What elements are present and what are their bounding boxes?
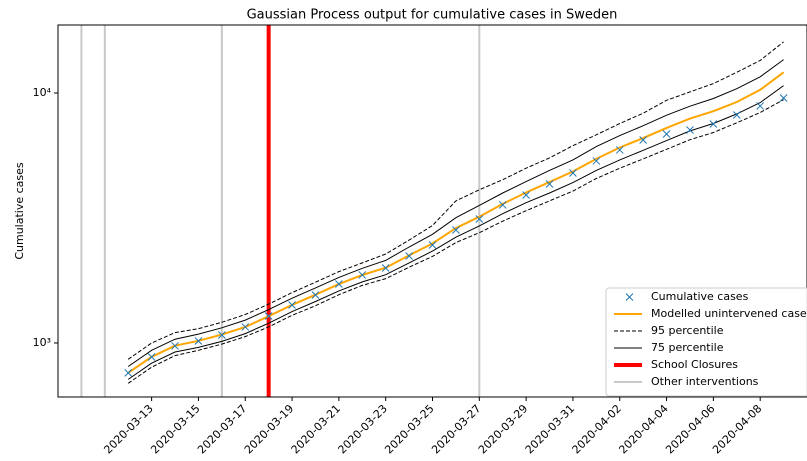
- data-point: [522, 191, 530, 199]
- x-tick-label: 2020-03-31: [523, 402, 577, 456]
- data-point: [217, 331, 226, 339]
- data-point: [288, 301, 296, 309]
- data-point: [779, 94, 788, 102]
- legend-label: School Closures: [651, 358, 738, 371]
- data-point: [147, 353, 156, 361]
- model-line: [127, 71, 785, 374]
- data-point: [569, 169, 577, 177]
- data-point: [732, 111, 741, 119]
- percentile-line: [127, 99, 784, 384]
- legend-box: [605, 287, 807, 397]
- percentile-line: [127, 59, 784, 367]
- data-point: [358, 271, 367, 279]
- x-tick-label: 2020-04-06: [663, 402, 717, 456]
- data-point: [171, 342, 179, 350]
- data-point: [264, 312, 273, 320]
- x-tick-label: 2020-03-27: [429, 402, 483, 456]
- percentile-line: [127, 41, 784, 360]
- data-point: [615, 146, 624, 154]
- data-point: [545, 180, 554, 188]
- x-tick-label: 2020-03-25: [382, 402, 436, 456]
- x-tick-label: 2020-04-04: [616, 402, 670, 456]
- legend-label: 95 percentile: [651, 324, 724, 337]
- legend-label: Modelled unintervened cases: [651, 307, 807, 320]
- legend: Cumulative cases Modelled unintervened ca…: [605, 287, 807, 397]
- data-point: [756, 102, 765, 110]
- data-point: [241, 323, 250, 331]
- percentile-line: [127, 85, 784, 380]
- plot-frame: [57, 24, 807, 398]
- legend-marker: [625, 293, 634, 301]
- data-point: [124, 369, 133, 377]
- data-point: [381, 264, 390, 272]
- data-point: [475, 215, 484, 223]
- x-tick-label: 2020-03-21: [289, 402, 343, 456]
- legend-label: 75 percentile: [651, 341, 724, 354]
- data-point: [592, 157, 601, 165]
- x-tick-label: 2020-03-15: [148, 402, 202, 456]
- y-tick-label: 10³: [33, 336, 51, 349]
- data-point: [639, 136, 648, 144]
- chart-title: Gaussian Process output for cumulative c…: [247, 8, 618, 23]
- legend-label: Cumulative cases: [651, 290, 749, 303]
- data-point: [335, 280, 343, 288]
- data-point: [662, 130, 671, 138]
- y-tick-label: 10⁴: [33, 86, 52, 99]
- x-tick-label: 2020-04-08: [710, 402, 764, 456]
- x-tick-label: 2020-04-02: [570, 402, 624, 456]
- data-point: [428, 241, 437, 249]
- x-tick-label: 2020-03-19: [242, 402, 296, 456]
- data-point: [194, 337, 203, 345]
- x-tick-label: 2020-03-17: [195, 402, 249, 456]
- x-tick-label: 2020-03-23: [336, 402, 390, 456]
- y-axis-label: Cumulative cases: [13, 162, 26, 260]
- x-tick-label: 2020-03-29: [476, 402, 530, 456]
- data-point: [311, 291, 320, 299]
- data-point: [405, 252, 413, 260]
- data-point: [709, 120, 718, 128]
- x-tick-label: 2020-03-13: [101, 402, 155, 456]
- data-point: [686, 126, 694, 134]
- data-point: [498, 201, 507, 209]
- legend-label: Other interventions: [651, 375, 759, 388]
- data-point: [452, 226, 460, 234]
